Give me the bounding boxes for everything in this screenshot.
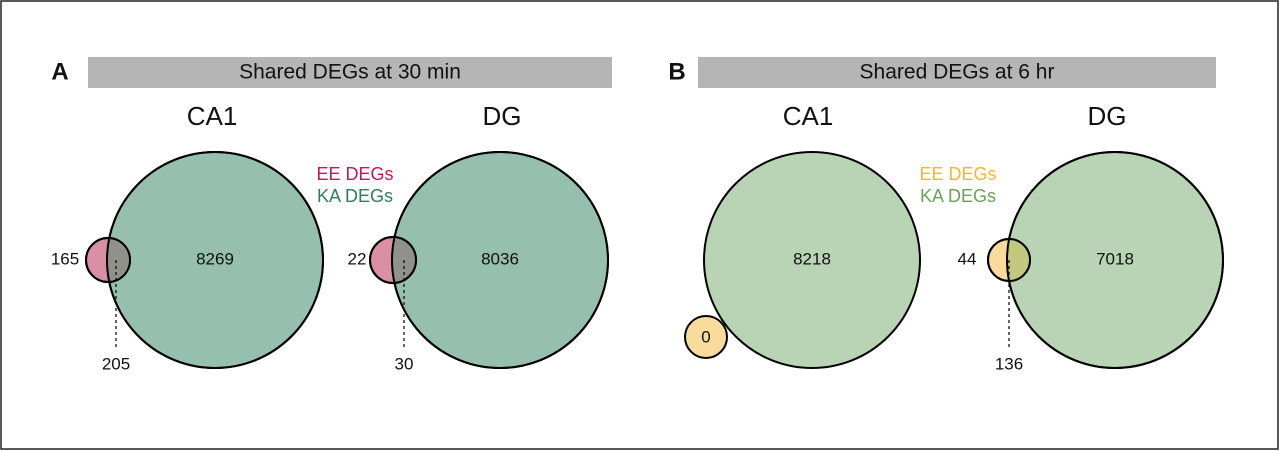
legend-entry: KA DEGs (920, 186, 996, 206)
ee-circle (684, 315, 728, 359)
panel-title: Shared DEGs at 6 hr (860, 61, 1055, 84)
legend-entry: EE DEGs (316, 164, 393, 184)
panel-title: Shared DEGs at 30 min (239, 61, 461, 84)
diagram-title: CA1 (187, 101, 238, 131)
count-label: 44 (958, 249, 977, 268)
ka-outline (1006, 151, 1224, 369)
diagram-title: CA1 (783, 101, 834, 131)
ee-outline (85, 237, 131, 283)
count-label: 22 (348, 249, 367, 268)
count-label: 8218 (793, 249, 831, 268)
title-bar (698, 57, 1216, 88)
ka-circle (703, 151, 921, 369)
count-label: 8269 (196, 249, 234, 268)
legend-entry: EE DEGs (919, 164, 996, 184)
count-label: 136 (995, 354, 1023, 373)
panel-label: B (668, 58, 685, 85)
diagram-title: DG (483, 101, 522, 131)
count-label: 0 (701, 327, 710, 346)
ka-outline (106, 151, 324, 369)
count-label: 165 (51, 249, 79, 268)
count-label: 205 (102, 354, 130, 373)
ee-outline (369, 236, 417, 284)
count-label: 8036 (481, 249, 519, 268)
count-label: 30 (395, 354, 414, 373)
ka-outline (391, 151, 609, 369)
legend-entry: KA DEGs (317, 186, 393, 206)
title-bar (88, 57, 612, 88)
diagram-title: DG (1088, 101, 1127, 131)
count-label: 7018 (1096, 249, 1134, 268)
panel-label: A (51, 58, 68, 85)
